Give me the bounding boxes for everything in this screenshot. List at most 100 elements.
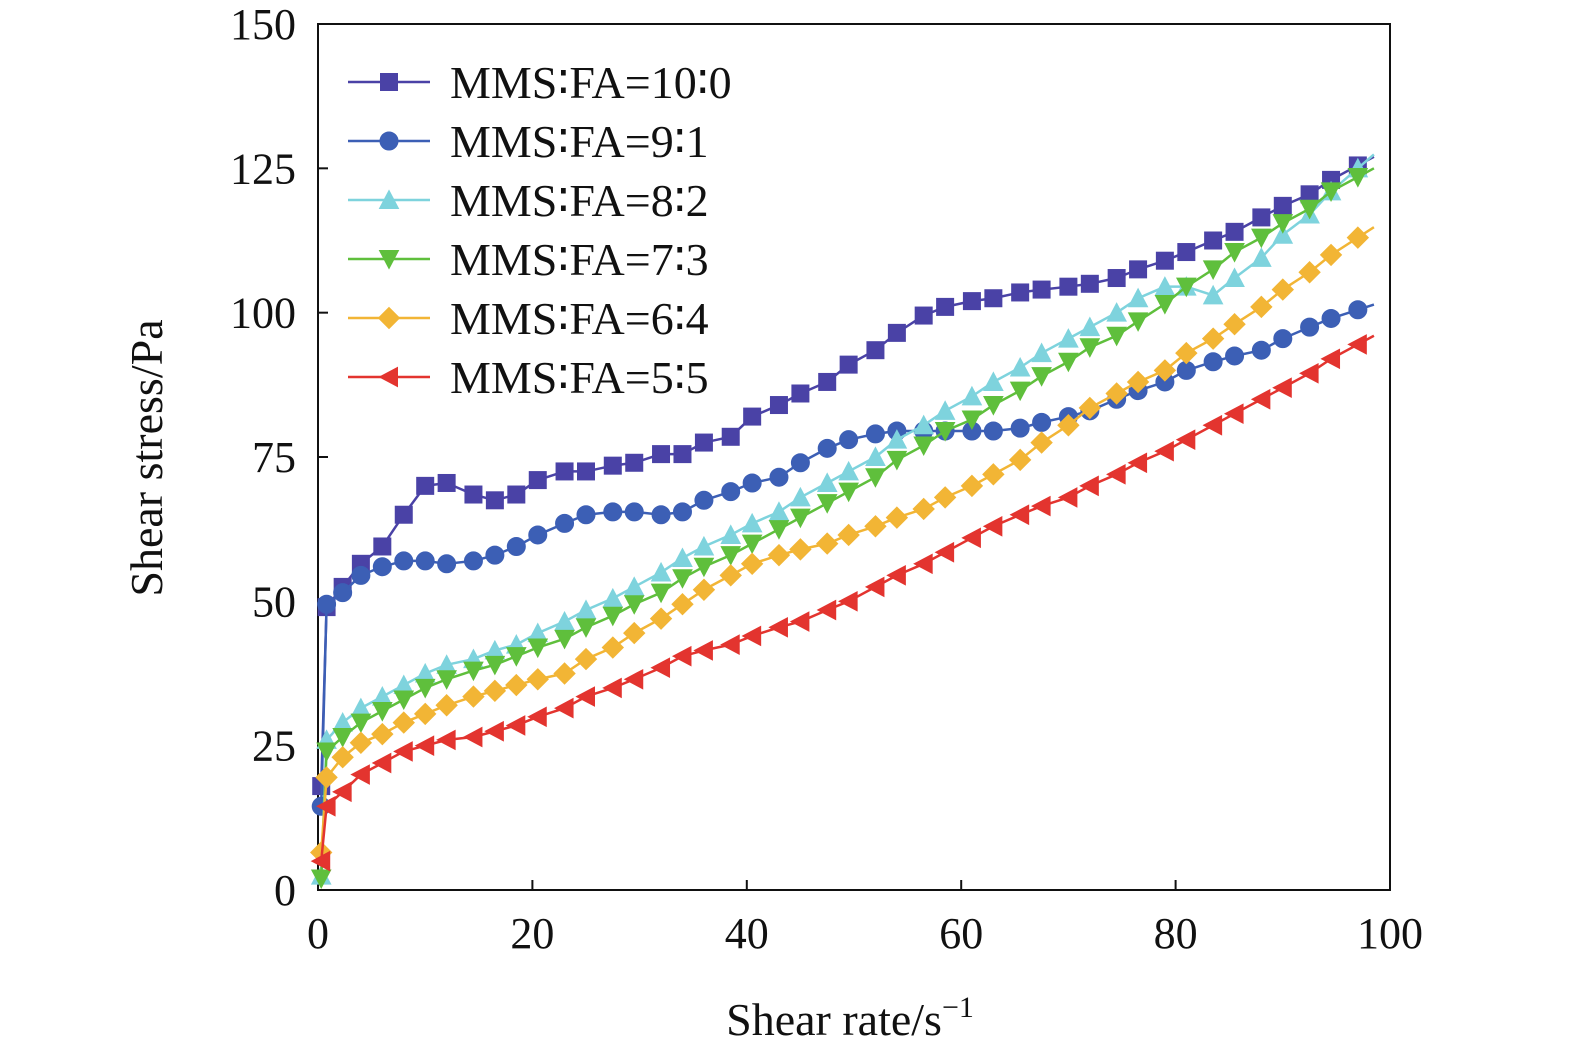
data-point [1030,431,1053,454]
data-point [528,525,548,545]
data-point [838,591,858,612]
data-point [394,551,414,571]
data-point [1127,287,1149,308]
data-point [1153,359,1177,382]
data-point [887,323,906,342]
x-tick-label: 40 [725,909,769,958]
data-point [373,537,392,556]
data-point [912,497,935,521]
data-point [650,583,672,604]
data-point [719,564,742,587]
legend-marker [378,189,400,209]
data-point [576,505,596,525]
legend-entry: MMS∶FA=10∶0 [348,57,732,108]
y-tick-label: 50 [252,577,296,626]
data-point [484,720,504,742]
data-point [351,565,371,585]
data-point [485,491,504,510]
data-point [740,552,764,576]
y-tick-label: 150 [230,0,296,49]
y-axis-title: Shear stress/Pa [121,319,172,596]
data-point [1346,226,1370,249]
data-point [1348,300,1368,320]
data-point [693,640,713,661]
data-point [720,634,740,655]
data-point [864,576,885,598]
data-point [601,636,625,659]
data-point [1107,269,1126,288]
data-point [1057,487,1078,508]
data-point [624,502,644,522]
x-axis-title: Shear rate/s−1 [726,991,974,1045]
data-point [1273,196,1292,215]
data-point [1011,283,1030,302]
data-point [1299,199,1320,220]
data-point [1201,327,1225,350]
data-point [623,576,645,596]
data-point [394,505,413,524]
data-point [505,673,528,697]
data-point [885,506,909,529]
data-point [960,474,984,498]
data-point [1078,396,1102,420]
data-point [1251,247,1272,267]
data-point [371,752,392,774]
x-tick-label: 0 [307,909,329,958]
y-tick-label: 75 [252,433,296,482]
data-point [1031,342,1052,363]
data-point [553,697,574,719]
data-point [1031,495,1051,517]
legend-label: MMS∶FA=7∶3 [450,234,709,285]
data-point [815,532,839,555]
data-point [886,565,906,586]
axis-ticks: 0 20 40 60 80 100 0 25 50 75 100 125 150 [230,0,1423,958]
data-point [1032,280,1051,299]
data-point [1129,260,1148,279]
data-point [866,341,885,360]
data-point [1320,348,1341,370]
data-point [463,661,484,682]
legend-entry: MMS∶FA=6∶4 [348,293,709,344]
data-point [741,512,763,533]
data-point [463,551,483,571]
data-point [914,306,933,325]
data-point [1252,208,1271,227]
data-point [817,438,837,458]
data-point [1010,418,1030,438]
data-point [790,486,811,507]
legend-label: MMS∶FA=6∶4 [450,293,709,344]
series-5 [310,226,1375,864]
data-point [721,427,740,446]
data-point [575,686,595,707]
data-point [371,722,394,746]
data-point [602,587,624,608]
data-point [1202,260,1224,280]
data-point [1203,352,1223,372]
data-point [577,462,595,481]
data-point [934,422,956,442]
data-point [1224,243,1245,263]
data-point [527,638,549,659]
data-point [1175,277,1197,298]
data-point [1250,295,1273,319]
legend-entry: MMS∶FA=9∶1 [348,116,709,167]
data-point [332,781,352,803]
x-tick-label: 100 [1357,909,1423,958]
data-point [506,536,526,556]
data-point [393,690,415,711]
x-tick-label: 80 [1154,909,1198,958]
data-point [720,546,742,566]
data-point [1251,340,1271,360]
data-point [865,446,886,466]
data-point [1080,274,1099,293]
data-point [650,657,671,679]
data-point [984,289,1003,308]
legend-label: MMS∶FA=8∶2 [450,175,709,226]
data-point [790,453,810,473]
data-point [818,372,837,391]
data-point [553,662,576,685]
data-point [436,670,457,690]
data-point [623,668,644,690]
y-tick-label: 0 [274,866,296,915]
